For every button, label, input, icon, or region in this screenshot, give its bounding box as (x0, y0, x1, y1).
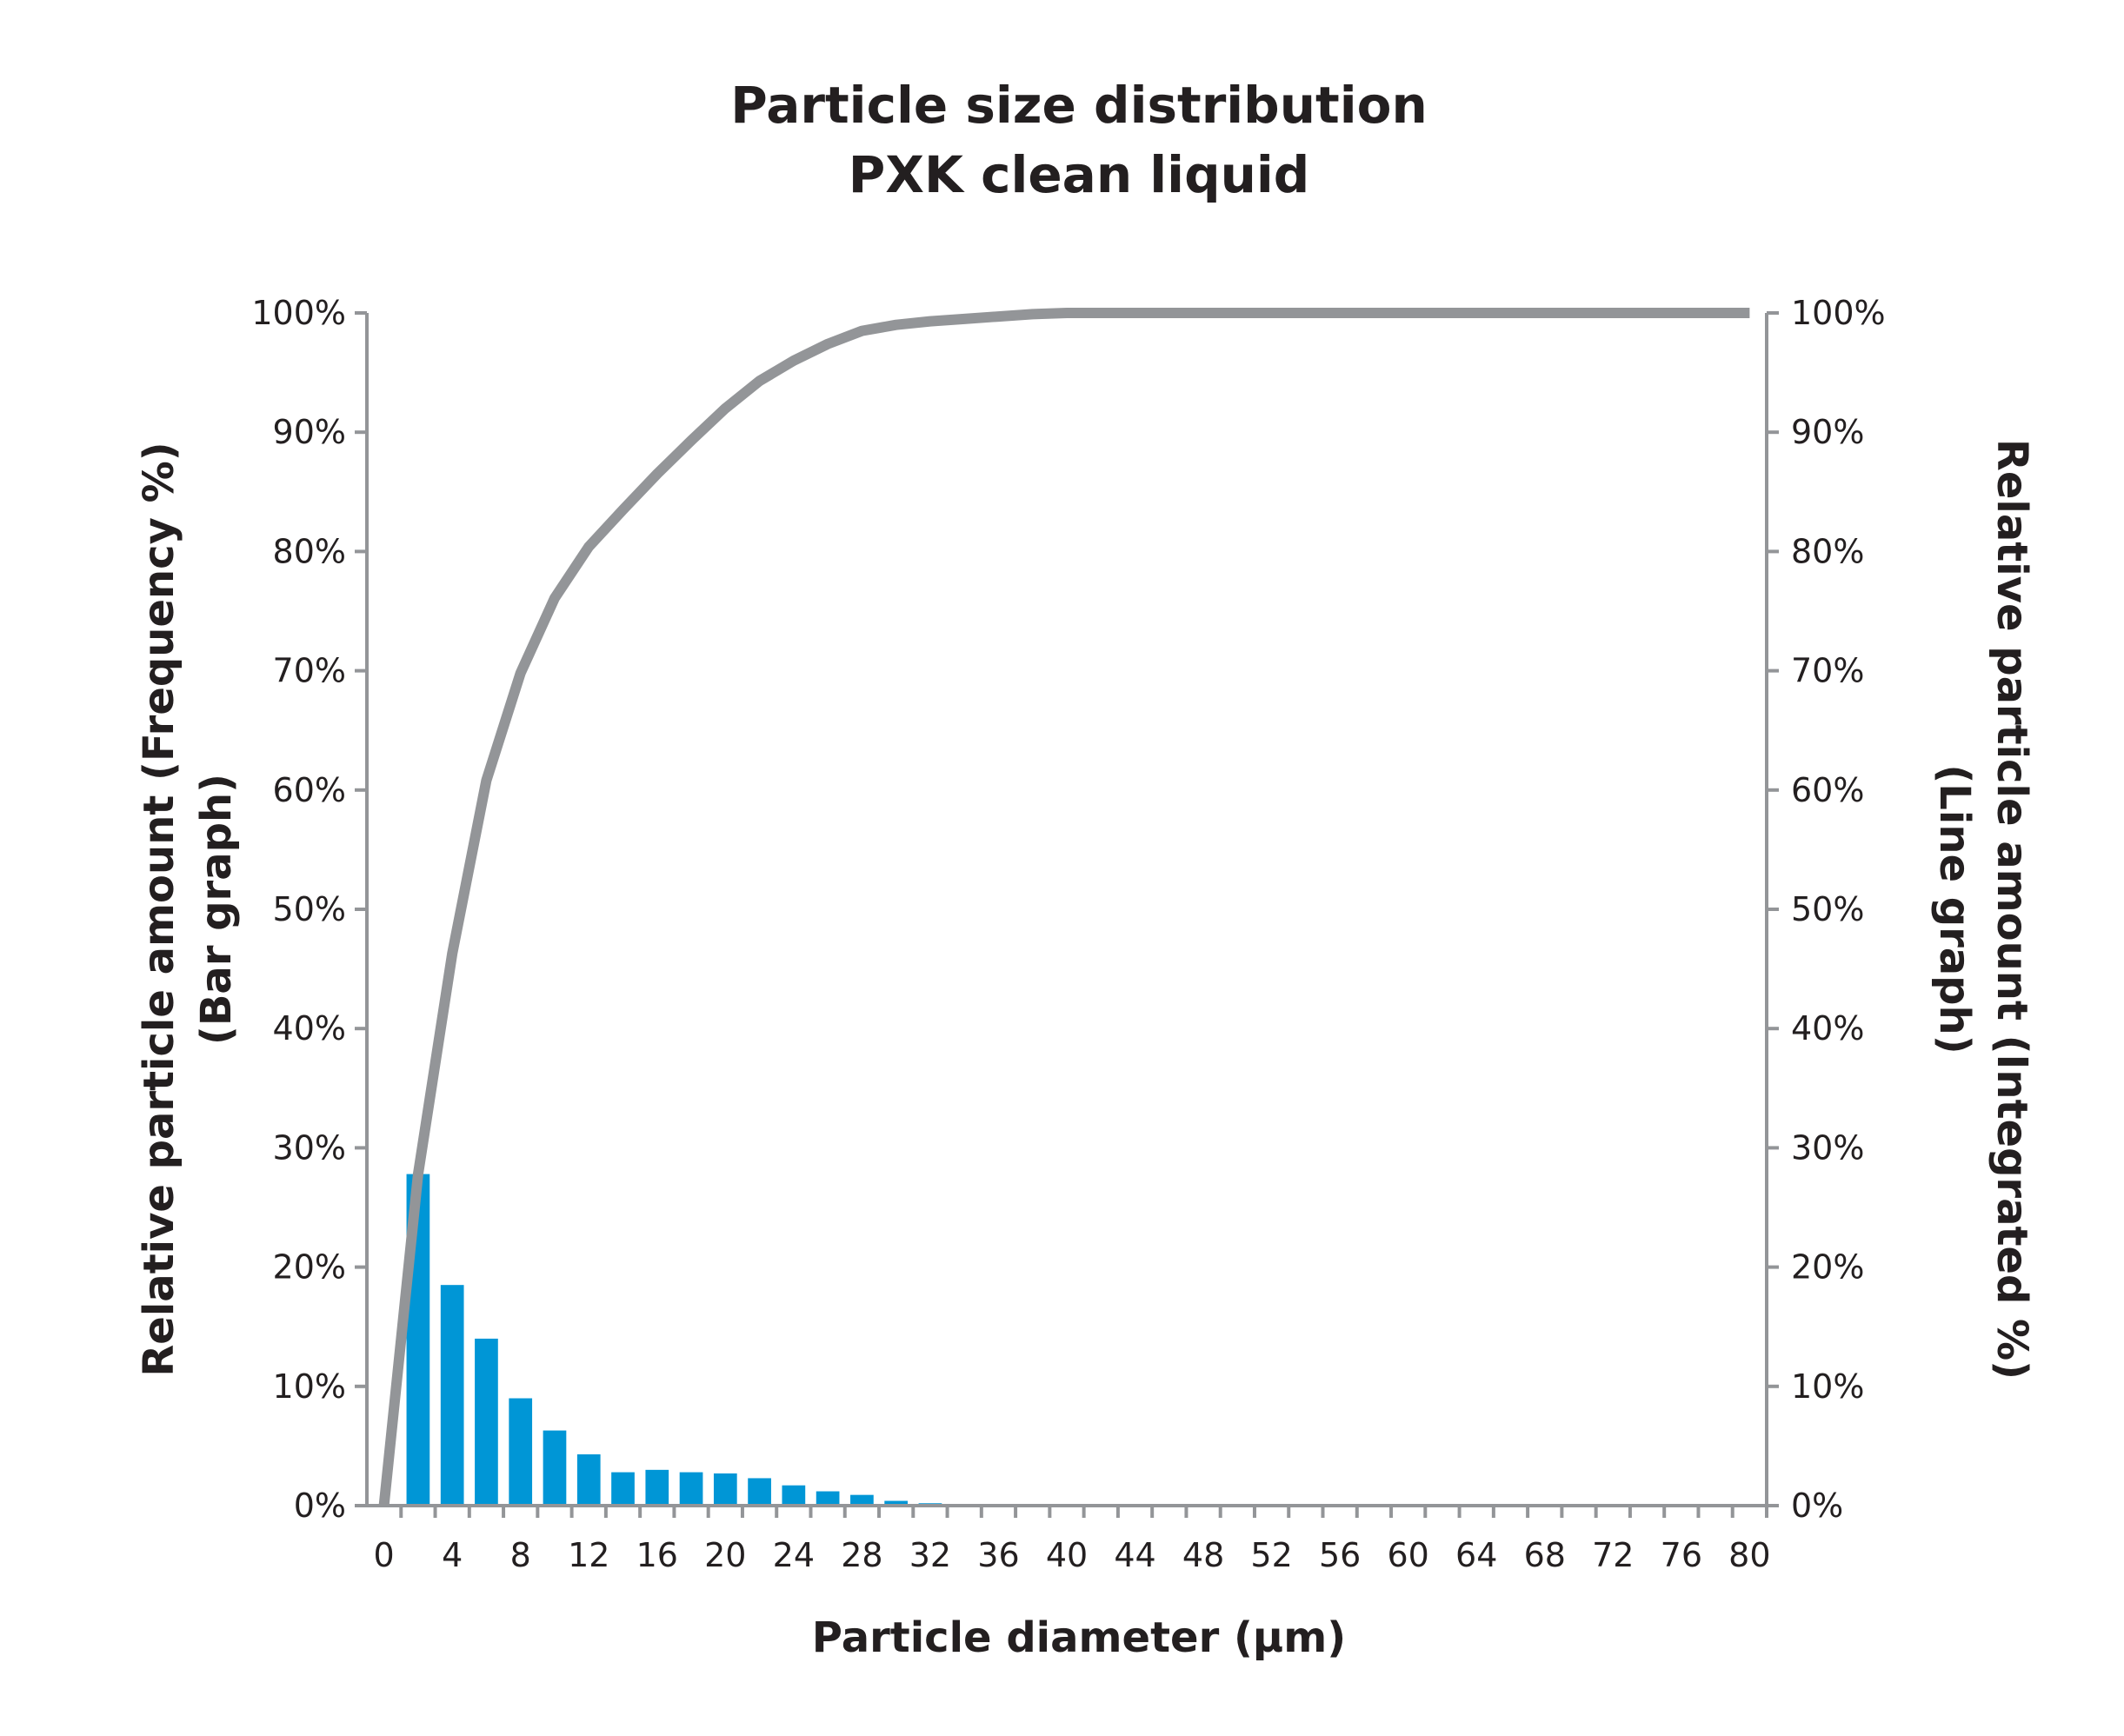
chart-title-line-2: PXK clean liquid (849, 145, 1310, 204)
x-tick-label: 60 (1388, 1536, 1429, 1574)
left-y-tick-label: 50% (273, 890, 346, 928)
right-y-tick-label: 90% (1791, 413, 1864, 451)
x-tick-label: 48 (1182, 1536, 1224, 1574)
x-tick-label: 12 (568, 1536, 609, 1574)
right-y-tick-label: 60% (1791, 771, 1864, 809)
x-tick-label: 32 (909, 1536, 951, 1574)
x-tick-label: 4 (442, 1536, 463, 1574)
frequency-bar (611, 1472, 635, 1506)
left-y-tick-label: 70% (273, 652, 346, 690)
x-tick-label: 40 (1046, 1536, 1088, 1574)
frequency-bar (782, 1485, 806, 1506)
right-axis-title-line-1: Relative particle amount (Integrated %) (1988, 439, 2036, 1380)
frequency-bar (850, 1494, 874, 1506)
left-y-tick-label: 60% (273, 771, 346, 809)
integrated-line-series (378, 308, 1750, 1507)
left-axis-title-line-1: Relative particle amount (Frequency %) (135, 442, 183, 1376)
left-axis-title-line-2: (Bar graph) (192, 774, 241, 1045)
frequency-bar (440, 1285, 464, 1506)
left-y-tick-label: 10% (273, 1367, 346, 1406)
frequency-bar (543, 1430, 567, 1506)
chart-title-line-1: Particle size distribution (730, 76, 1427, 135)
frequency-bar (713, 1473, 737, 1506)
left-y-tick-label: 90% (273, 413, 346, 451)
right-y-tick-label: 20% (1791, 1248, 1864, 1287)
x-axis-title: Particle diameter (µm) (812, 1613, 1346, 1662)
left-y-tick-label: 0% (294, 1487, 346, 1525)
right-y-tick-label: 30% (1791, 1128, 1864, 1167)
frequency-bar (576, 1454, 601, 1506)
x-tick-label: 36 (977, 1536, 1019, 1574)
frequency-bar (884, 1500, 909, 1506)
x-tick-label: 76 (1661, 1536, 1702, 1574)
frequency-bar (816, 1491, 840, 1506)
x-tick-label: 28 (841, 1536, 882, 1574)
right-y-tick-label: 80% (1791, 532, 1864, 570)
frequency-bar-series (406, 1174, 942, 1506)
x-tick-label: 64 (1455, 1536, 1497, 1574)
left-y-tick-label: 20% (273, 1248, 346, 1287)
frequency-bar (475, 1338, 498, 1506)
right-y-tick-label: 70% (1791, 652, 1864, 690)
x-tick-label: 52 (1250, 1536, 1292, 1574)
x-tick-label: 8 (510, 1536, 531, 1574)
x-tick-label: 68 (1524, 1536, 1566, 1574)
x-tick-label: 72 (1592, 1536, 1634, 1574)
x-tick-label: 80 (1728, 1536, 1770, 1574)
frequency-bar (679, 1472, 703, 1506)
right-y-tick-label: 40% (1791, 1009, 1864, 1048)
right-y-tick-label: 50% (1791, 890, 1864, 928)
left-y-tick-label: 100% (251, 294, 346, 332)
x-tick-label: 16 (636, 1536, 678, 1574)
x-tick-label: 56 (1319, 1536, 1361, 1574)
chart-axes: 0% 0% 10% 10% 20% 20% 30% 30% 40% 40% 50% 50% 60% 60%… (251, 294, 1885, 1574)
x-tick-label: 0 (374, 1536, 395, 1574)
right-y-tick-label: 100% (1791, 294, 1886, 332)
x-tick-label: 44 (1114, 1536, 1155, 1574)
integrated-line (378, 308, 1750, 1507)
left-y-tick-label: 40% (273, 1009, 346, 1048)
right-y-tick-label: 10% (1791, 1367, 1864, 1406)
frequency-bar (748, 1478, 771, 1506)
right-axis-title-line-2: (Line graph) (1930, 764, 1979, 1054)
x-tick-label: 24 (773, 1536, 815, 1574)
frequency-bar (509, 1398, 533, 1506)
x-tick-label: 20 (704, 1536, 746, 1574)
frequency-bar (645, 1469, 669, 1506)
left-y-tick-label: 30% (273, 1128, 346, 1167)
left-y-tick-label: 80% (273, 532, 346, 570)
right-y-tick-label: 0% (1791, 1487, 1843, 1525)
